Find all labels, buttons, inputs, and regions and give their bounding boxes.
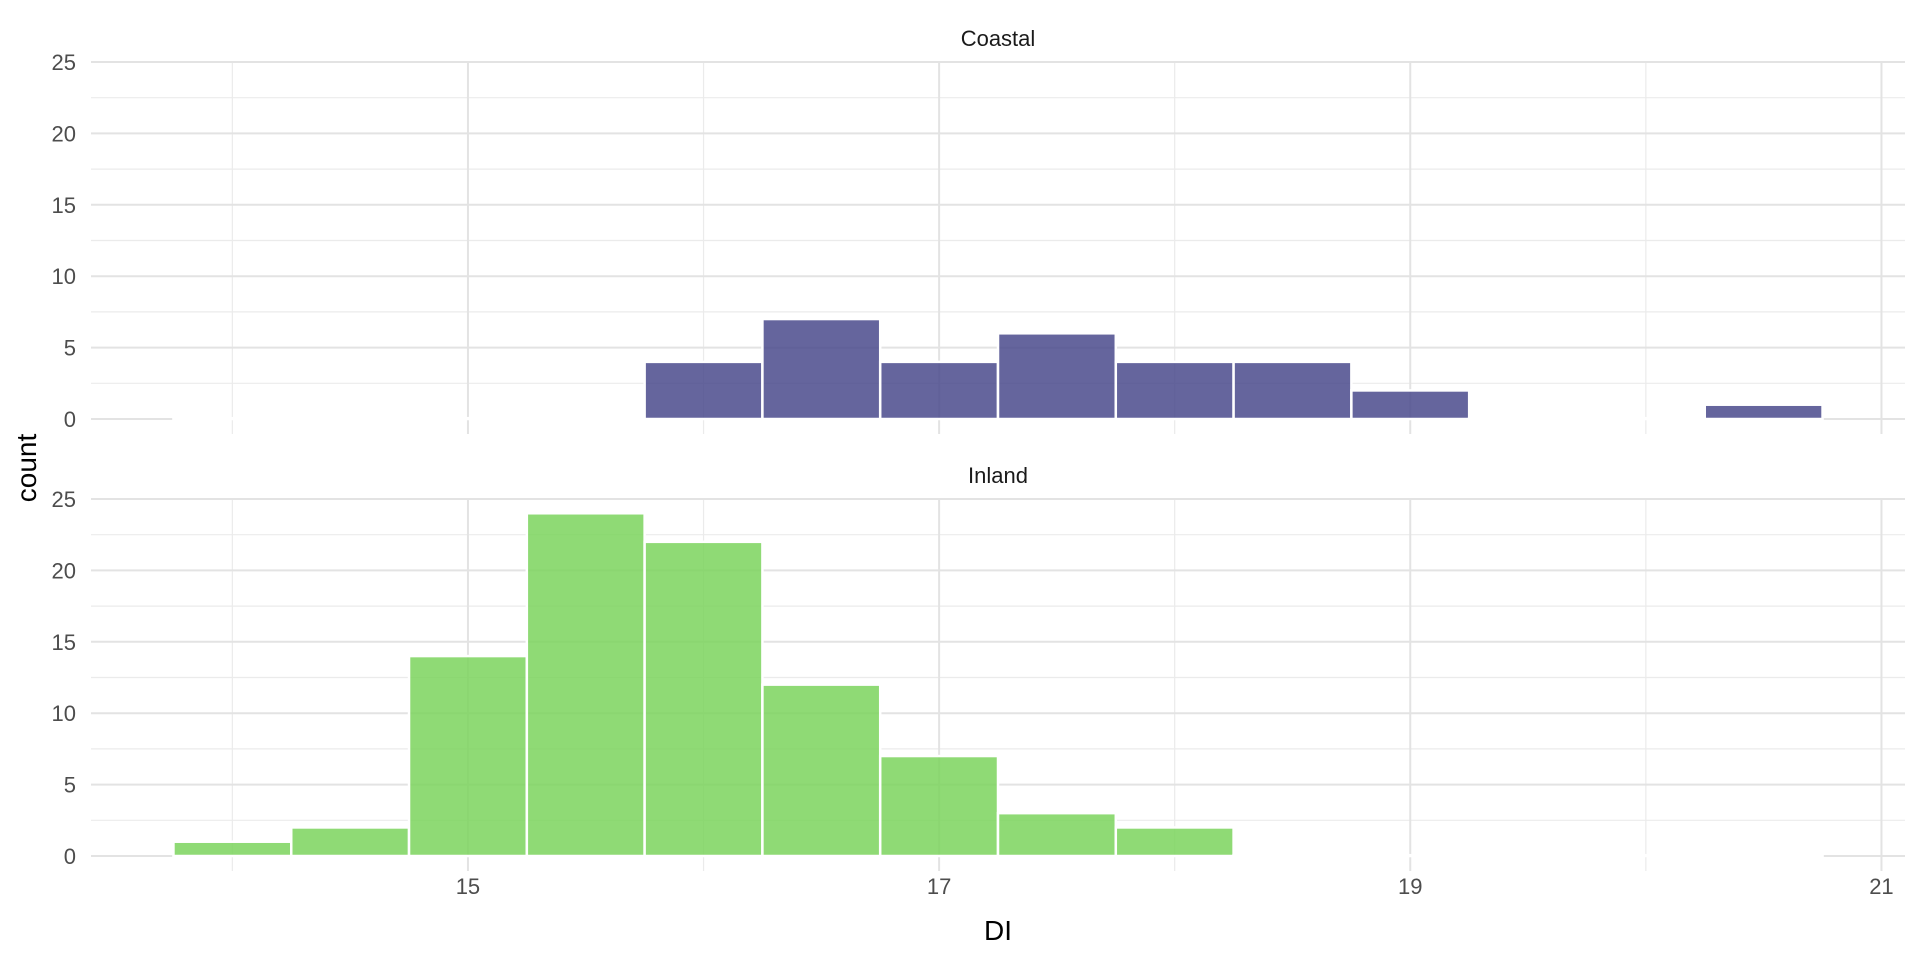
histogram-bar: [1467, 416, 1589, 421]
facet-label-inland: Inland: [968, 463, 1028, 488]
y-axis-title: count: [11, 434, 42, 503]
x-tick-label: 17: [927, 874, 951, 899]
histogram-bar: [172, 840, 293, 858]
histogram-bar: [1114, 360, 1235, 421]
histogram-bar: [289, 826, 411, 858]
histogram-bar: [761, 683, 882, 858]
histogram-bar: [525, 416, 646, 421]
histogram-bar: [1467, 853, 1589, 858]
x-axis-title: DI: [984, 915, 1012, 946]
y-tick-label: 15: [52, 193, 76, 218]
x-axis: 15 17 19 21: [456, 874, 1894, 899]
x-tick-label: 21: [1869, 874, 1893, 899]
histogram-bar: [761, 317, 882, 421]
y-tick-label: 5: [64, 773, 76, 798]
y-tick-label: 15: [52, 630, 76, 655]
facet-panel-inland: Inland 0 5 10 15 20 25: [52, 463, 1905, 871]
x-tick-label: 15: [456, 874, 480, 899]
histogram-bar: [1585, 853, 1707, 858]
histogram-bar: [1232, 360, 1353, 421]
y-tick-label: 20: [52, 121, 76, 146]
y-tick-label: 10: [52, 264, 76, 289]
facet-label-coastal: Coastal: [961, 26, 1036, 51]
y-tick-label: 25: [52, 487, 76, 512]
histogram-bar: [1232, 853, 1353, 858]
y-tick-label: 25: [52, 50, 76, 75]
y-tick-label: 0: [64, 844, 76, 869]
histogram-bar: [643, 360, 764, 421]
histogram-bar: [1703, 403, 1824, 421]
y-tick-label: 0: [64, 407, 76, 432]
histogram-bar: [407, 416, 529, 421]
histogram-bar: [172, 416, 293, 421]
histogram-bar: [1585, 416, 1707, 421]
histogram-bar: [1114, 826, 1235, 858]
y-tick-label: 5: [64, 336, 76, 361]
histogram-bar: [407, 654, 529, 858]
histogram-bar: [1350, 853, 1471, 858]
y-tick-label: 20: [52, 558, 76, 583]
facet-panel-coastal: Coastal 0 5 10 15 20 25: [52, 26, 1905, 434]
x-tick-label: 19: [1398, 874, 1422, 899]
y-tick-label: 10: [52, 701, 76, 726]
histogram-bar: [996, 811, 1118, 858]
facet-panels: Coastal 0 5 10 15 20 25 Inland 0 5 10 15 20 25: [52, 26, 1905, 871]
histogram-bar: [525, 512, 646, 858]
histogram-bar: [1350, 389, 1471, 421]
histogram-bar: [1703, 853, 1824, 858]
histogram-bar: [996, 332, 1118, 421]
histogram-bar: [878, 360, 1000, 421]
histogram-bar: [878, 754, 1000, 858]
histogram-bar: [289, 416, 411, 421]
histogram-bar: [643, 540, 764, 858]
